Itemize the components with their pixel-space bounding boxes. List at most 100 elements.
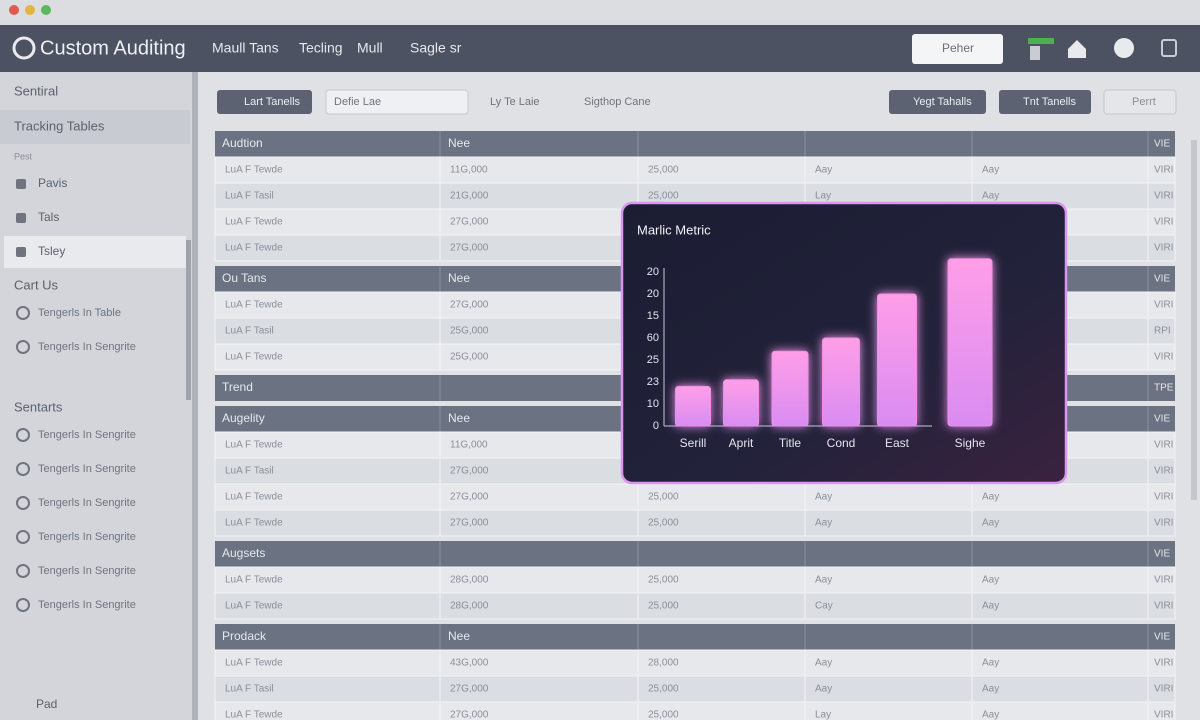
bar [723,379,759,427]
table-cell: VIRI [1154,518,1173,529]
group-title: Audtion [222,136,263,150]
sidebar-scrollbar[interactable] [186,240,191,400]
table-row[interactable] [214,701,1176,720]
table-cell: 25,000 [648,518,679,529]
table-cell: LuA F Tewde [225,300,283,311]
nav-item[interactable]: Maull Tans [212,40,279,56]
bar [877,293,917,427]
user-button-label: Peher [942,41,974,55]
action-button[interactable] [889,90,986,114]
table-cell: LuA F Tewde [225,243,283,254]
sidebar-item[interactable]: Tengerls In Sengrite [38,497,136,509]
y-tick-label: 20 [647,266,659,278]
group-title: Augsets [222,546,265,560]
group-header [215,131,1175,157]
close-dot[interactable] [9,5,19,15]
sidebar-icon [16,179,26,189]
action-button[interactable] [999,90,1091,114]
sidebar-icon [16,496,30,510]
table-cell: Aay [815,492,832,503]
table-cell: LuA F Tewde [225,601,283,612]
table-cell: VIRI [1154,352,1173,363]
info-icon[interactable] [1114,38,1134,58]
sidebar-item[interactable]: Tengerls In Sengrite [38,565,136,577]
sidebar-item: Tals [38,210,59,224]
bar [771,350,809,427]
table-row[interactable] [214,156,1176,184]
sidebar-item[interactable]: Tengerls In Table [38,307,121,319]
group-tag: VIE [1154,632,1170,643]
table-cell: 28G,000 [450,575,489,586]
group-sub: Nee [448,271,470,285]
table-cell: 25,000 [648,684,679,695]
table-cell: LuA F Tasil [225,326,274,337]
dropdown[interactable]: Sigthop Cane [584,96,651,108]
table-row[interactable] [214,592,1176,620]
table-cell: Aay [815,658,832,669]
table-cell: LuA F Tewde [225,165,283,176]
sidebar-item[interactable]: Tengerls In Sengrite [38,463,136,475]
table-cell: Aay [982,658,999,669]
group-tag: VIE [1154,139,1170,150]
sidebar-item[interactable]: Tengerls In Sengrite [38,599,136,611]
table-row[interactable] [214,509,1176,537]
table-row[interactable] [214,483,1176,511]
nav-item[interactable]: Mull [357,40,383,56]
settings-icon[interactable] [1161,39,1177,57]
table-row[interactable] [214,675,1176,703]
table-cell: RPI [1154,326,1171,337]
user-button[interactable] [912,34,1003,64]
table-cell: 21G,000 [450,191,489,202]
table-cell: Aay [982,601,999,612]
table-cell: VIRI [1154,601,1173,612]
print-button[interactable] [1103,89,1177,115]
chart-panel: Marlic Metric 0 10 23 25 60 15 20 20 Serill Aprit T… [620,201,1068,485]
nav-item[interactable]: Sagle sr [410,40,462,56]
primary-button[interactable] [217,90,312,114]
sidebar-section-title: Sentarts [14,399,63,414]
group-sub: Nee [448,629,470,643]
nav-item[interactable]: Tecling [299,40,343,56]
group-tag: VIE [1154,274,1170,285]
table-cell: Aay [982,710,999,720]
table-row[interactable] [214,649,1176,677]
minimize-dot[interactable] [25,5,35,15]
x-tick-label: Cond [827,436,856,450]
table-row[interactable] [214,566,1176,594]
table-cell: VIRI [1154,575,1173,586]
group-header [215,624,1175,650]
table-cell: LuA F Tewde [225,575,283,586]
sidebar-icon [16,462,30,476]
table-cell: Aay [982,165,999,176]
sidebar-icon [16,213,26,223]
table-cell: VIRI [1154,440,1173,451]
table-cell: 11G,000 [450,165,488,176]
table-cell: 25,000 [648,710,679,720]
sidebar-item[interactable]: Tengerls In Sengrite [38,429,136,441]
table-cell: LuA F Tewde [225,440,283,451]
dropdown[interactable]: Ly Te Laie [490,96,540,108]
status-icon[interactable] [1030,46,1040,60]
home-icon[interactable] [1068,40,1086,58]
x-tick-label: Sighe [955,436,986,450]
chart-title: Marlic Metric [637,222,711,237]
logo [12,36,36,60]
sidebar-item[interactable]: Tengerls In Sengrite [38,531,136,543]
table-cell: VIRI [1154,300,1173,311]
table-cell: VIRI [1154,710,1173,720]
group-sub: Nee [448,411,470,425]
main-scrollbar[interactable] [1191,140,1197,500]
sidebar-active[interactable] [0,110,190,144]
zoom-dot[interactable] [41,5,51,15]
table-cell: 27G,000 [450,710,489,720]
sidebar-icon [16,598,30,612]
sidebar-active-label: Tracking Tables [14,118,105,133]
filter-box[interactable] [325,89,469,115]
sidebar-item[interactable]: Tengerls In Sengrite [38,341,136,353]
sidebar-icon [16,247,26,257]
sidebar-item: Tsley [38,244,65,258]
table-cell: LuA F Tasil [225,684,274,695]
group-sub: Nee [448,136,470,150]
sidebar-selected[interactable] [4,236,186,268]
table-cell: VIRI [1154,466,1173,477]
